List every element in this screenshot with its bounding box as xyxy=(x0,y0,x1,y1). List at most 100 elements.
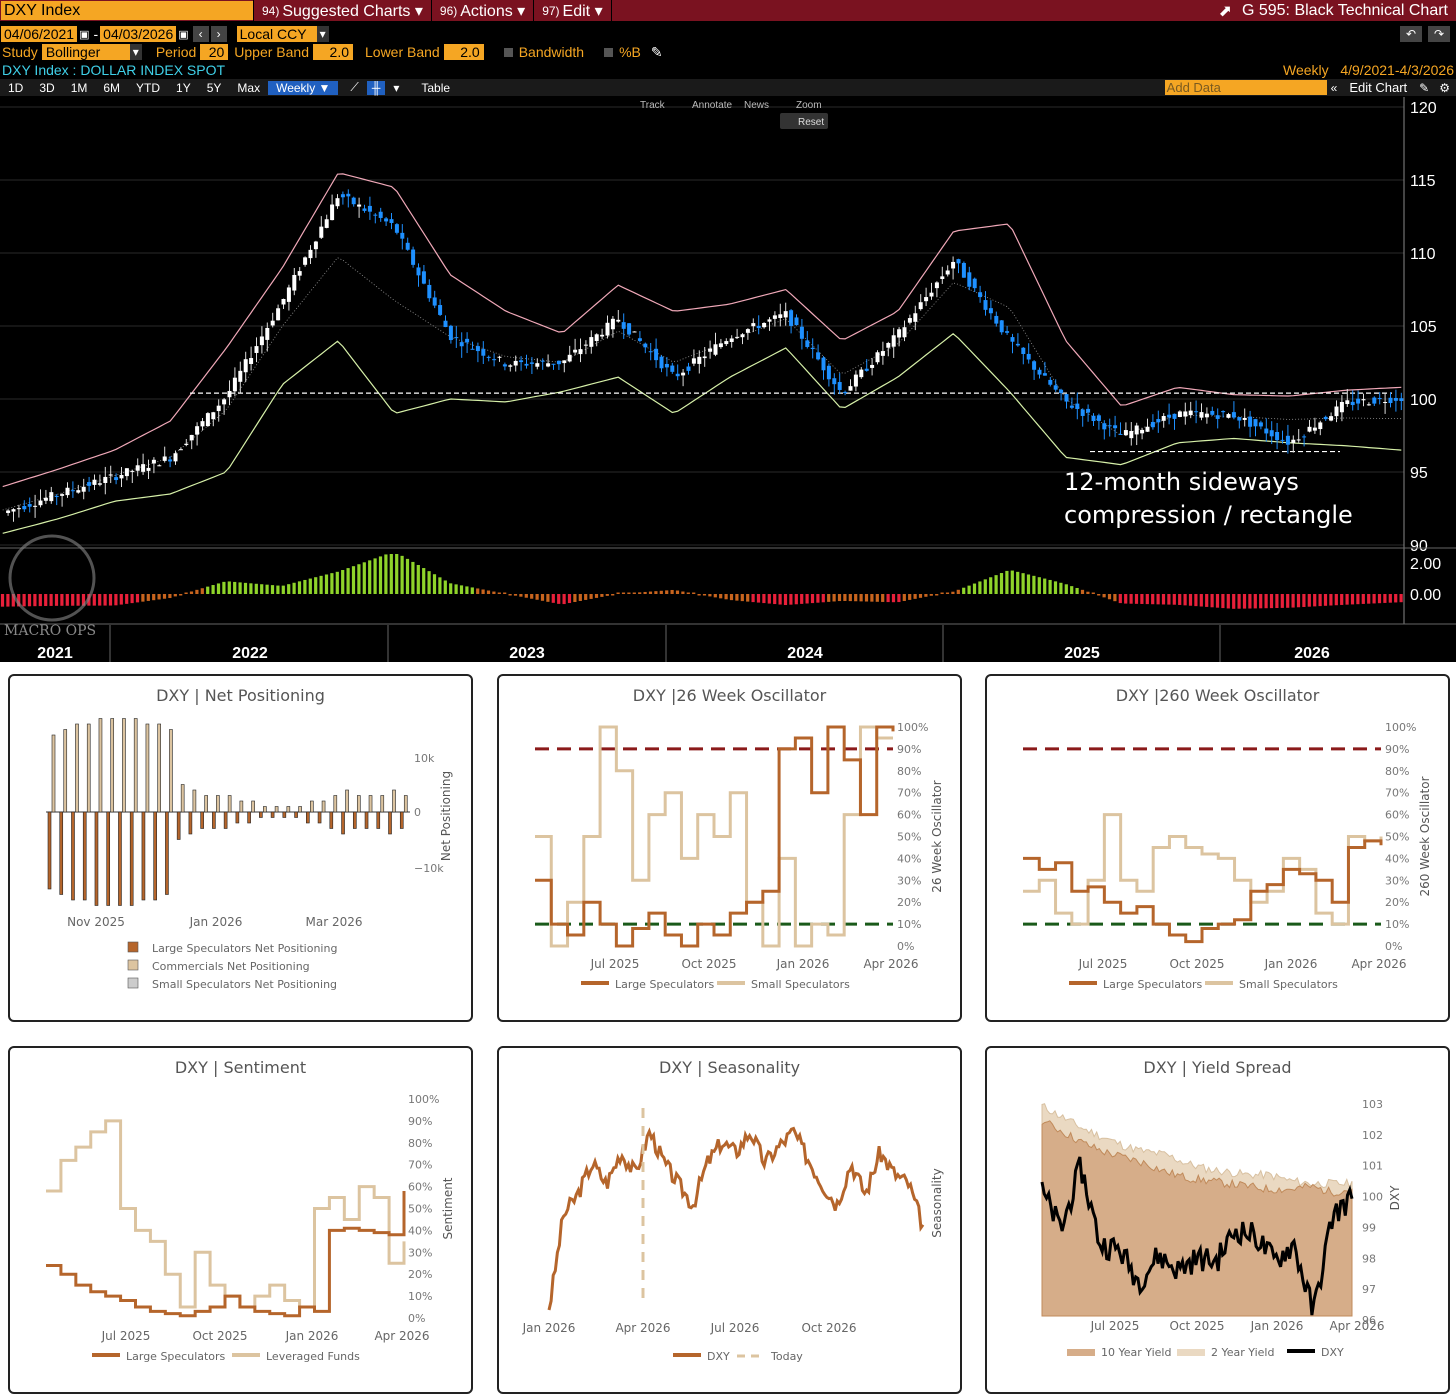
bandwidth-bar xyxy=(103,594,107,606)
gear-icon[interactable]: ⚙ xyxy=(1439,80,1450,95)
chevron-down-icon[interactable]: ▾ xyxy=(316,26,329,42)
legend-label: Large Speculators xyxy=(615,978,715,991)
bandwidth-bar xyxy=(465,586,469,594)
tf-1m[interactable]: 1M xyxy=(70,80,88,95)
candle-body xyxy=(1075,403,1080,409)
menu-suggested-charts[interactable]: 94) Suggested Charts ▾ xyxy=(262,2,423,20)
frequency-select[interactable]: Weekly ▼ xyxy=(268,80,339,95)
period-field[interactable]: 20 xyxy=(200,44,229,60)
tf-1d[interactable]: 1D xyxy=(8,80,24,95)
ticker-input[interactable]: DXY Index xyxy=(1,1,253,20)
candle-body xyxy=(540,360,545,362)
chevron-down-icon[interactable]: ▾ xyxy=(393,80,400,95)
bandwidth-bar xyxy=(1399,594,1403,603)
tf-3d[interactable]: 3D xyxy=(39,80,55,95)
bandwidth-bar xyxy=(1248,594,1252,609)
prev-arrow-icon[interactable]: ‹ xyxy=(192,26,209,42)
candle-body xyxy=(681,372,686,376)
add-data-input[interactable]: Add Data xyxy=(1164,80,1327,95)
candle-body xyxy=(303,257,308,265)
chevron-down-icon[interactable]: ▾ xyxy=(129,44,142,60)
candle-body xyxy=(697,356,702,364)
candle-body xyxy=(335,198,340,207)
bandwidth-bar xyxy=(1021,573,1025,594)
bandwidth-bar xyxy=(929,594,933,596)
bar-large-speculators xyxy=(188,811,193,835)
line-chart-icon[interactable]: ⟋ xyxy=(350,80,359,94)
bandwidth-bar xyxy=(292,582,296,594)
next-arrow-icon[interactable]: › xyxy=(210,26,227,42)
candle-body xyxy=(708,348,713,352)
candle-body xyxy=(357,204,362,207)
candle-body xyxy=(648,351,653,353)
bar-commercials xyxy=(63,729,68,813)
bar-commercials xyxy=(274,806,279,813)
bandwidth-bar xyxy=(875,594,879,602)
bar-commercials xyxy=(122,718,126,813)
candle-body xyxy=(492,359,497,361)
y-tick-label: 80% xyxy=(1385,765,1409,778)
bandwidth-bar xyxy=(346,568,350,594)
candle-body xyxy=(1269,430,1274,437)
redo-icon[interactable]: ↷ xyxy=(1428,26,1450,42)
tf-max[interactable]: Max xyxy=(237,80,261,95)
undo-icon[interactable]: ↶ xyxy=(1400,26,1422,42)
bandwidth-bar xyxy=(1280,594,1284,608)
bandwidth-bar xyxy=(1205,594,1209,607)
bar-large-speculators xyxy=(270,811,275,818)
bandwidth-bar xyxy=(287,584,291,594)
edit-chart-button[interactable]: Edit Chart xyxy=(1341,80,1415,95)
bandwidth-bar xyxy=(38,594,42,607)
tf-ytd[interactable]: YTD xyxy=(136,80,161,95)
candle-body xyxy=(103,476,108,483)
candle-body xyxy=(394,224,399,233)
y-tick-label: 100 xyxy=(1410,392,1437,409)
menu-edit[interactable]: 97) Edit ▾ xyxy=(542,2,603,20)
bar-commercials xyxy=(380,795,385,813)
candle-chart-icon[interactable]: ╫ xyxy=(366,80,386,95)
bandwidth-bar xyxy=(854,594,858,602)
currency-select[interactable]: Local CCY xyxy=(236,26,317,42)
y-axis-label: 260 Week Oscillator xyxy=(1418,776,1432,896)
candle-body xyxy=(853,374,858,387)
popout-icon[interactable]: ⬈ xyxy=(1218,2,1232,20)
legend-swatch xyxy=(1067,1349,1095,1356)
calendar-icon[interactable]: ▣ xyxy=(178,28,189,41)
subchart-tick: 0.00 xyxy=(1410,587,1441,604)
candle-body xyxy=(11,509,16,512)
tf-6m[interactable]: 6M xyxy=(103,80,121,95)
candle-body xyxy=(1215,415,1220,419)
tf-5y[interactable]: 5Y xyxy=(206,80,222,95)
table-button[interactable]: Table xyxy=(421,80,451,95)
legend-swatch xyxy=(127,941,139,953)
bandwidth-bar xyxy=(945,592,950,594)
calendar-icon[interactable]: ▣ xyxy=(79,28,90,41)
x-tick-label: Jan 2026 xyxy=(1250,1319,1304,1333)
candle-body xyxy=(1026,353,1031,360)
edit-icon[interactable]: ✎ xyxy=(1419,80,1430,95)
pencil-icon[interactable]: ✎ xyxy=(650,43,663,60)
price-chart[interactable]: 90 95 100 105 110 115 120 Track Annotate News Zoom… xyxy=(0,97,1456,662)
chart-annotation: 12-month sideways compression / rectangl… xyxy=(1064,468,1353,529)
study-select[interactable]: Bollinger xyxy=(41,44,130,60)
bandwidth-bar xyxy=(443,580,447,594)
pctb-checkbox[interactable] xyxy=(604,47,614,57)
menu-actions[interactable]: 96) Actions ▾ xyxy=(439,2,526,20)
candle-body xyxy=(945,270,950,275)
candle-body xyxy=(33,505,38,507)
bandwidth-bar xyxy=(508,594,512,596)
collapse-icon[interactable]: « xyxy=(1330,80,1338,95)
start-date-field[interactable]: 04/06/2021 xyxy=(1,26,78,42)
candle-body xyxy=(718,343,723,348)
tf-1y[interactable]: 1Y xyxy=(176,80,191,95)
bandwidth-bar xyxy=(65,594,69,606)
upper-band-field[interactable]: 2.0 xyxy=(313,44,353,60)
end-date-field[interactable]: 04/03/2026 xyxy=(100,26,177,42)
candle-body xyxy=(1296,439,1301,441)
candle-body xyxy=(821,357,826,371)
lower-band-field[interactable]: 2.0 xyxy=(443,44,484,60)
candle-body xyxy=(27,504,32,507)
bandwidth-checkbox[interactable] xyxy=(503,47,513,57)
candle-body xyxy=(1005,331,1010,333)
line-large-speculators xyxy=(535,725,895,948)
